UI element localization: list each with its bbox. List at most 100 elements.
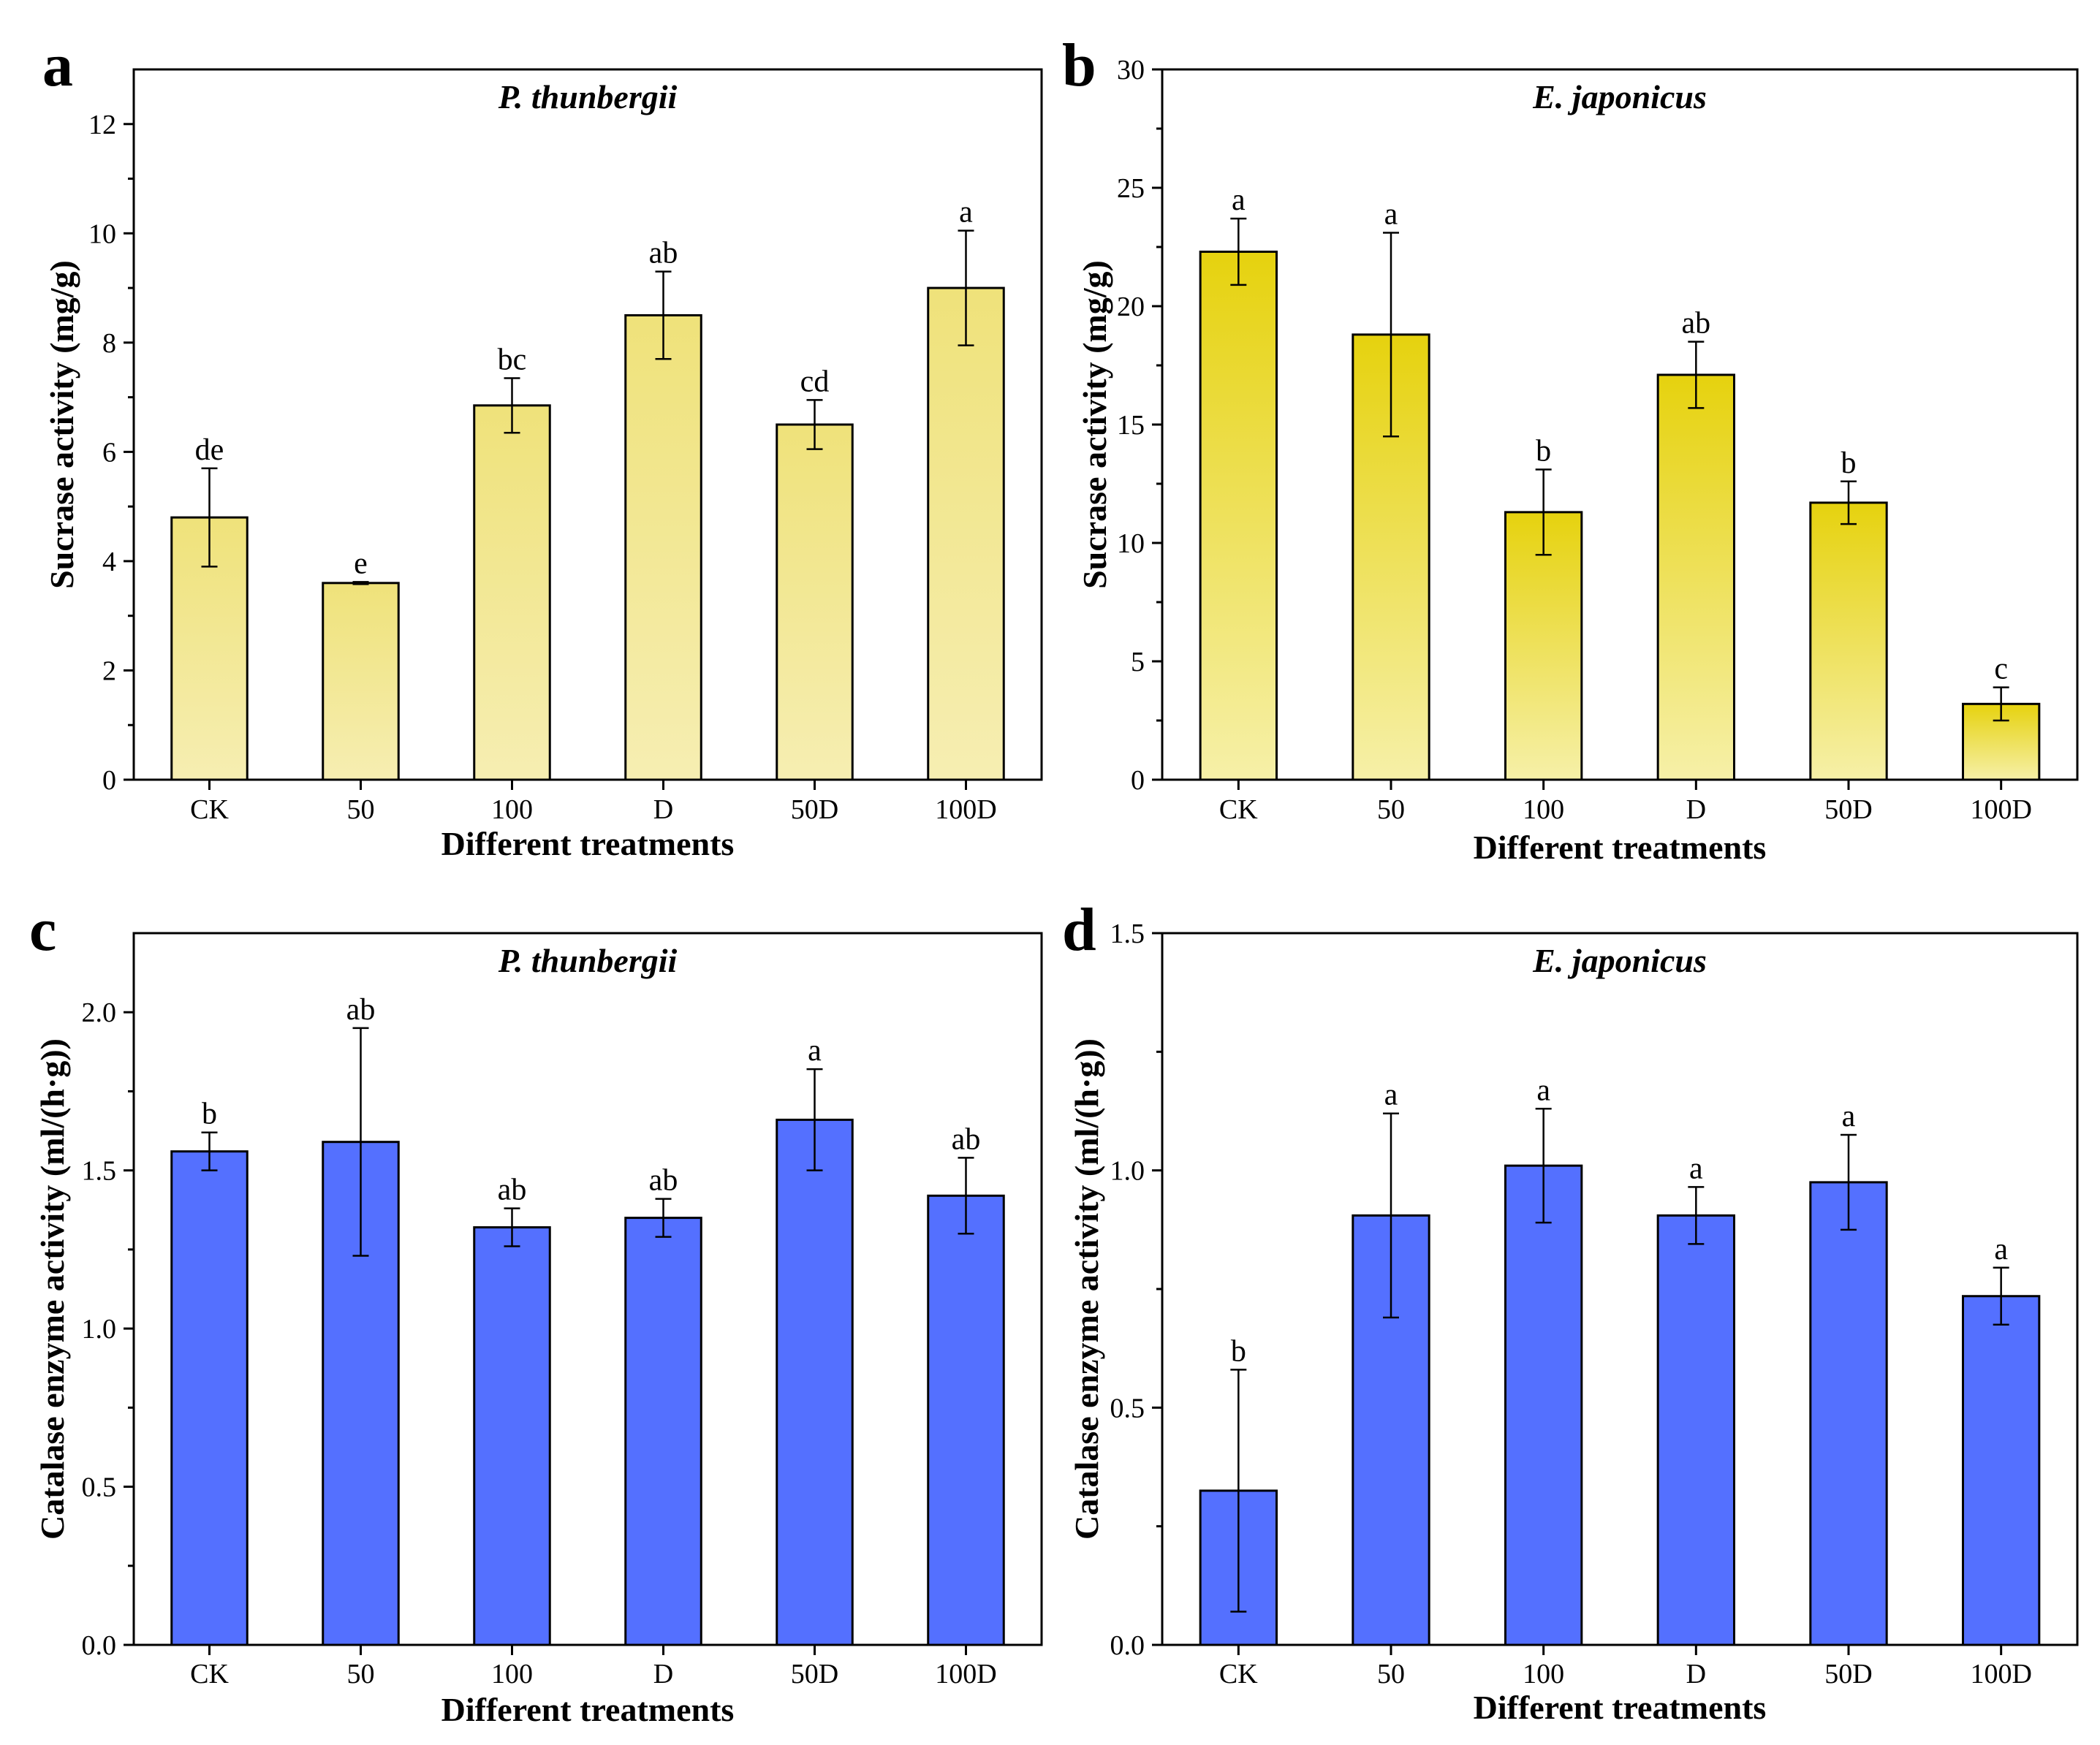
bar [170, 1150, 249, 1646]
x-axis-title: Different treatments [1474, 829, 1767, 866]
significance-label: de [195, 433, 224, 467]
bar [776, 423, 854, 781]
bar [322, 582, 400, 781]
bar [473, 1226, 551, 1646]
y-tick-label: 0 [1131, 765, 1145, 796]
significance-label: a [808, 1034, 822, 1068]
y-axis-title: Catalase enzyme activity (ml/(h·g)) [1068, 1038, 1105, 1540]
y-axis-title: Sucrase activity (mg/g) [1076, 260, 1113, 589]
x-axis-title: Different treatments [441, 1691, 735, 1728]
y-tick-label: 5 [1131, 647, 1145, 677]
panel-d: 0.0 0.5 1.0 1.5 b CK a 50 a 100 a Da 50D a 100D E. japo… [1062, 896, 2079, 1726]
significance-label: c [1994, 653, 2008, 686]
y-tick-label: 2.0 [82, 997, 117, 1028]
significance-label: a [1536, 1073, 1550, 1107]
significance-label: ab [649, 237, 678, 270]
significance-label: a [1842, 1100, 1856, 1133]
y-axis-title: Catalase enzyme activity (ml/(h·g)) [34, 1038, 71, 1540]
x-tick-label: 50D [1824, 1659, 1872, 1689]
significance-label: a [1689, 1152, 1703, 1185]
y-tick-label: 6 [102, 437, 116, 468]
panel-letter: d [1062, 896, 1096, 964]
y-tick-label: 1.5 [1110, 919, 1145, 949]
x-tick-label: 100D [935, 1659, 996, 1689]
y-tick-label: 15 [1117, 410, 1145, 441]
significance-label: ab [498, 1174, 527, 1207]
x-tick-label: 50 [347, 1659, 375, 1689]
x-tick-label: 50 [1377, 794, 1405, 825]
panel-title: E. japonicus [1532, 942, 1707, 979]
y-tick-label: 1.5 [82, 1156, 117, 1187]
panel-a: 0 2 4 6 8 10 12 de CK e 50 bc 100 ab Dcd 50D a 100D P. thu… [42, 31, 1043, 862]
y-tick-label: 4 [102, 547, 116, 577]
bar [1809, 1181, 1888, 1646]
y-tick-label: 0.0 [1110, 1630, 1145, 1661]
panel-title: P. thunbergii [498, 78, 678, 115]
x-tick-label: 100D [1970, 794, 2031, 825]
x-axis-title: Different treatments [441, 825, 735, 862]
x-tick-label: D [1686, 794, 1706, 825]
x-tick-label: CK [1219, 1659, 1258, 1689]
x-tick-label: 50D [1824, 794, 1872, 825]
y-tick-label: 8 [102, 328, 116, 359]
x-tick-label: 50 [1377, 1659, 1405, 1689]
x-tick-label: D [653, 1659, 673, 1689]
x-tick-label: 100D [1970, 1659, 2031, 1689]
bar [624, 1217, 702, 1646]
bar [624, 313, 702, 781]
bar [1656, 373, 1736, 781]
y-tick-label: 20 [1117, 292, 1145, 322]
y-tick-label: 10 [88, 218, 116, 249]
x-tick-label: 100 [1523, 794, 1564, 825]
significance-label: a [1232, 183, 1246, 217]
y-tick-label: 12 [88, 110, 116, 140]
bar [1504, 1164, 1583, 1646]
significance-label: ab [1682, 307, 1711, 341]
x-tick-label: 100 [1523, 1659, 1564, 1689]
significance-label: ab [952, 1122, 981, 1156]
significance-label: b [1841, 446, 1857, 480]
bar [1962, 1295, 2041, 1646]
y-tick-label: 0 [102, 765, 116, 796]
bar [1504, 511, 1583, 781]
significance-label: a [959, 196, 973, 229]
x-axis-title: Different treatments [1474, 1689, 1767, 1726]
significance-label: ab [649, 1164, 678, 1198]
y-tick-label: 30 [1117, 55, 1145, 85]
panel-letter: c [29, 896, 56, 964]
y-tick-label: 1.0 [82, 1314, 117, 1345]
bar [776, 1118, 854, 1646]
y-tick-label: 1.0 [1110, 1156, 1145, 1187]
plot-frame [132, 68, 1043, 781]
panel-letter: b [1062, 31, 1096, 99]
bar [927, 1194, 1005, 1646]
bar [473, 404, 551, 781]
significance-label: a [1994, 1233, 2008, 1266]
significance-label: a [1384, 198, 1398, 232]
bar [927, 286, 1005, 781]
x-tick-label: 100 [491, 794, 533, 825]
significance-label: e [354, 547, 368, 580]
bar [1809, 501, 1888, 781]
x-tick-label: 100D [935, 794, 996, 825]
x-tick-label: CK [190, 1659, 229, 1689]
significance-label: ab [346, 993, 376, 1027]
bar [1656, 1214, 1736, 1646]
y-tick-label: 25 [1117, 173, 1145, 204]
x-tick-label: D [653, 794, 673, 825]
x-tick-label: CK [190, 794, 229, 825]
panel-title: E. japonicus [1532, 78, 1707, 115]
significance-label: cd [800, 365, 830, 398]
x-tick-label: 50 [347, 794, 375, 825]
significance-label: b [202, 1098, 217, 1131]
significance-label: b [1231, 1334, 1246, 1368]
x-tick-label: 50D [791, 794, 838, 825]
significance-label: b [1536, 435, 1551, 468]
plot-frame [1161, 932, 2079, 1646]
panel-c: 0.0 0.5 1.0 1.5 2.0 b CK ab 50 ab 100 ab Da 50D ab 100D… [29, 896, 1043, 1728]
panel-b: 0 5 10 15 20 25 30 a CK a 50 b 100 ab Db 50D c 100D E. jap… [1062, 31, 2079, 866]
y-tick-label: 2 [102, 655, 116, 686]
panel-title: P. thunbergii [498, 942, 678, 979]
y-tick-label: 0.0 [82, 1630, 117, 1661]
